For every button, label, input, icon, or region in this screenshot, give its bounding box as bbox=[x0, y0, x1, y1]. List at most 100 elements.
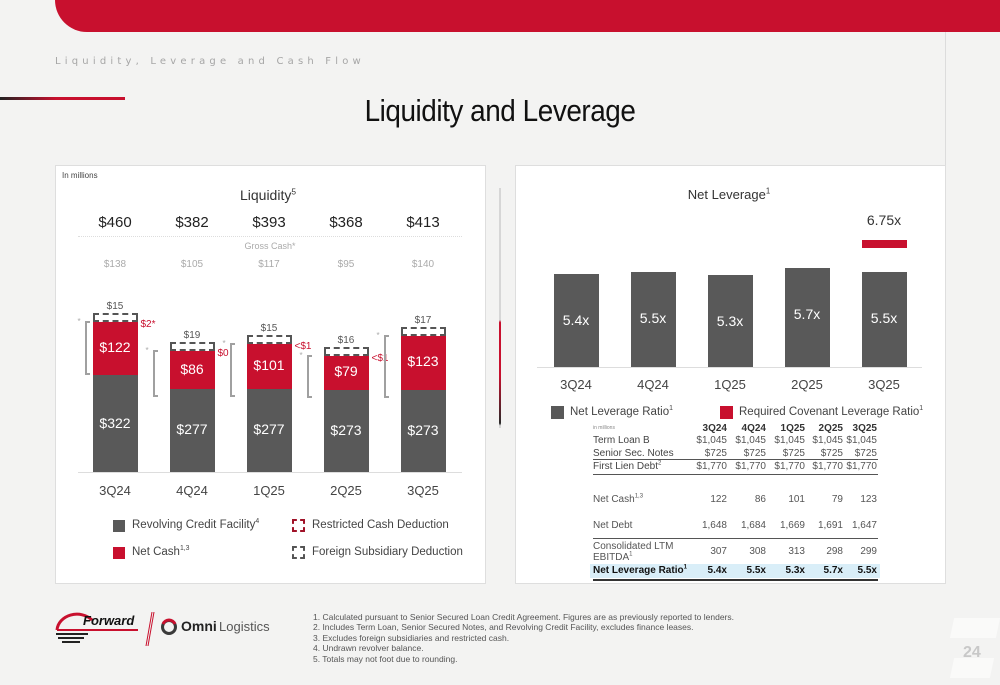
gross-cash-value: $105 bbox=[180, 259, 204, 270]
table-cell: $1,045 bbox=[846, 435, 877, 446]
omni-logo-light: Logistics bbox=[219, 619, 270, 634]
legend-sup: 1 bbox=[669, 405, 673, 413]
footnote: 4. Undrawn revolver balance. bbox=[313, 643, 424, 654]
table-cell: $725 bbox=[782, 448, 805, 459]
table-cell: 5.5x bbox=[746, 565, 766, 576]
net-leverage-bar bbox=[553, 273, 599, 367]
foreign-subsidiary-box bbox=[169, 342, 215, 352]
liquidity-total: $460 bbox=[98, 214, 132, 231]
table-cell: 101 bbox=[788, 494, 805, 505]
row-label-text: Consolidated LTM bbox=[593, 541, 674, 552]
net-leverage-bar bbox=[861, 271, 907, 367]
units-note: In millions bbox=[62, 171, 98, 180]
right-margin-strip bbox=[946, 32, 1000, 685]
restricted-cash-label: <$1 bbox=[294, 341, 312, 353]
restricted-cash-label: $0 bbox=[217, 348, 229, 360]
table-row-label: Consolidated LTM EBITDA1 bbox=[593, 541, 673, 563]
forward-logo-icon bbox=[55, 612, 138, 643]
restricted-cash-label: <$1 bbox=[371, 352, 389, 364]
asterisk-marker: * bbox=[299, 350, 303, 360]
forward-logo: Forward bbox=[52, 608, 142, 648]
table-cell: $1,770 bbox=[696, 461, 727, 472]
table-cell: 1,684 bbox=[740, 520, 766, 531]
table-cell: 1,647 bbox=[851, 520, 877, 531]
legend-text: Net Leverage Ratio bbox=[570, 406, 670, 418]
row-label-text-2: EBITDA bbox=[593, 552, 630, 563]
net-cash-bar bbox=[92, 320, 138, 376]
table-cell: 1,648 bbox=[701, 520, 727, 531]
net-leverage-bar bbox=[630, 271, 676, 367]
panel-divider bbox=[499, 188, 501, 428]
table-cell: $725 bbox=[743, 448, 766, 459]
x-axis-label: 1Q25 bbox=[253, 483, 285, 498]
highlight-row-bg bbox=[590, 564, 880, 578]
legend-label-foreign-subsidiary: Foreign Subsidiary Deduction bbox=[312, 546, 463, 558]
x-axis-label: 4Q24 bbox=[176, 483, 208, 498]
legend-swatch-net-leverage bbox=[551, 406, 564, 419]
revolver-bar bbox=[400, 390, 446, 472]
title-sup: 5 bbox=[291, 186, 297, 197]
footnotes: 1. Calculated pursuant to Senior Secured… bbox=[313, 612, 734, 664]
legend-swatch-revolver bbox=[113, 520, 125, 532]
table-cell: $1,770 bbox=[774, 461, 805, 472]
table-cell: $1,045 bbox=[735, 435, 766, 446]
table-cell: $725 bbox=[854, 448, 877, 459]
table-column-header: 1Q25 bbox=[780, 423, 805, 434]
legend-label-net-cash: Net Cash1,3 bbox=[132, 545, 190, 558]
x-axis-label: 3Q24 bbox=[560, 377, 592, 392]
table-cell: $1,045 bbox=[812, 435, 843, 446]
net-leverage-chart-title: Net Leverage1 bbox=[688, 187, 770, 202]
net-cash-bar-label: $122 bbox=[99, 338, 131, 355]
liquidity-total: $368 bbox=[329, 214, 363, 231]
table-column-header: 3Q24 bbox=[702, 423, 727, 434]
liquidity-total: $393 bbox=[252, 214, 286, 231]
asterisk-marker: * bbox=[222, 339, 226, 349]
decorative-stripe bbox=[949, 618, 1000, 638]
title-text: Net Leverage bbox=[687, 187, 766, 202]
revolver-bar bbox=[323, 390, 369, 472]
table-cell: $1,045 bbox=[696, 435, 727, 446]
header-area bbox=[0, 32, 946, 166]
covenant-marker bbox=[861, 240, 907, 249]
revolver-bar-label: $273 bbox=[407, 422, 439, 439]
row-label-text: Term Loan B bbox=[593, 435, 650, 446]
net-leverage-bar-label: 5.5x bbox=[639, 309, 667, 326]
gross-cash-value: $138 bbox=[103, 259, 127, 270]
gross-cash-bracket bbox=[383, 334, 389, 399]
table-cell: $1,045 bbox=[774, 435, 805, 446]
net-cash-bar-label: $123 bbox=[407, 353, 439, 370]
x-axis-label: 3Q24 bbox=[99, 483, 131, 498]
table-rule bbox=[593, 474, 878, 475]
table-cell: $725 bbox=[820, 448, 843, 459]
footnote: 3. Excludes foreign subsidiaries and res… bbox=[313, 632, 510, 643]
table-cell: 308 bbox=[749, 546, 766, 557]
omni-logistics-logo: Omni Logistics bbox=[160, 616, 270, 638]
row-label-text: Net Debt bbox=[593, 520, 633, 531]
table-cell: $1,770 bbox=[846, 461, 877, 472]
revolver-bar bbox=[169, 388, 215, 472]
table-cell: 1,669 bbox=[779, 520, 805, 531]
legend-label-net-leverage: Net Leverage Ratio1 bbox=[570, 405, 673, 418]
table-cell: 1,691 bbox=[817, 520, 843, 531]
leverage-baseline bbox=[537, 367, 922, 368]
revolver-bar bbox=[92, 375, 138, 472]
liquidity-baseline bbox=[78, 472, 462, 473]
table-cell: 5.3x bbox=[785, 565, 805, 576]
foreign-subsidiary-box bbox=[323, 346, 369, 356]
gross-cash-bracket bbox=[84, 320, 90, 376]
legend-swatch-restricted-cash bbox=[292, 519, 305, 532]
accent-line bbox=[0, 97, 125, 100]
net-leverage-bar-label: 5.5x bbox=[870, 309, 898, 326]
legend-text: Net Cash bbox=[132, 546, 180, 558]
table-rule bbox=[593, 579, 878, 581]
liquidity-total: $382 bbox=[175, 214, 209, 231]
table-row-label: Net Leverage Ratio1 bbox=[593, 565, 687, 576]
net-leverage-bar-label: 5.7x bbox=[793, 306, 821, 323]
net-leverage-bar bbox=[707, 275, 753, 367]
net-cash-bar-label: $79 bbox=[334, 363, 358, 380]
table-cell: 299 bbox=[860, 546, 877, 557]
table-cell: 123 bbox=[860, 494, 877, 505]
section-label: Liquidity, Leverage and Cash Flow bbox=[55, 56, 365, 67]
page-number: 24 bbox=[963, 644, 981, 661]
gross-cash-value: $95 bbox=[337, 259, 355, 270]
